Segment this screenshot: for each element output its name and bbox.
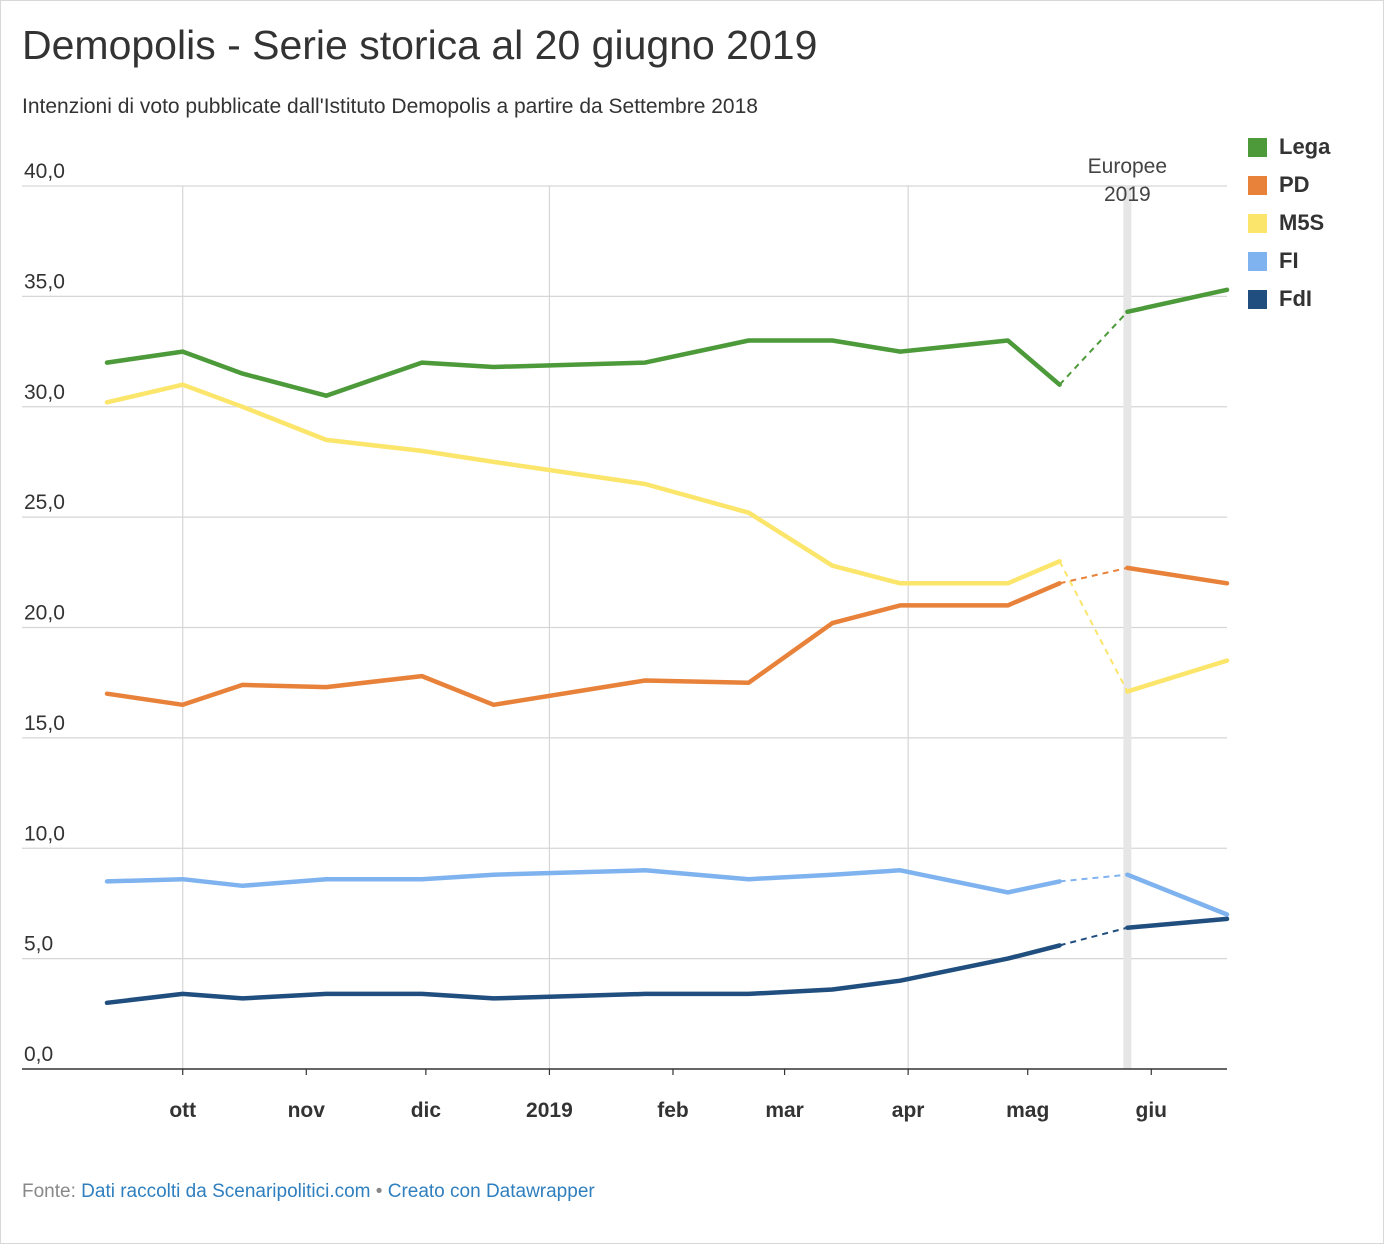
x-tick-label: mar xyxy=(765,1099,804,1122)
footer-separator: • xyxy=(375,1181,383,1202)
series-dashed-segment-m5s xyxy=(1058,560,1129,692)
footer-datawrapper-link[interactable]: Creato con Datawrapper xyxy=(387,1181,595,1202)
y-tick-label: 10,0 xyxy=(24,822,65,845)
series-line-post-fdi xyxy=(1125,916,1230,930)
y-tick-label: 5,0 xyxy=(24,933,53,956)
annotation-band xyxy=(1123,186,1132,1069)
x-tick-label: feb xyxy=(657,1099,689,1122)
footer-source-link[interactable]: Dati raccolti da Scenaripolitici.com xyxy=(81,1181,371,1202)
series-dashed-segment-lega xyxy=(1058,311,1129,386)
x-tick-label: mag xyxy=(1006,1099,1049,1122)
y-tick-label: 25,0 xyxy=(24,491,65,514)
y-tick-label: 30,0 xyxy=(24,381,65,404)
series-layer xyxy=(104,287,1230,1006)
series-line-post-fi xyxy=(1125,872,1230,917)
x-tick-label: dic xyxy=(411,1099,442,1122)
legend: Lega PD M5S FI FdI xyxy=(1248,128,1330,318)
legend-label-lega: Lega xyxy=(1279,134,1331,159)
y-tick-label: 0,0 xyxy=(24,1043,53,1066)
series-line-lega xyxy=(104,338,1062,398)
series-line-fi xyxy=(104,868,1062,895)
legend-label-m5s: M5S xyxy=(1279,210,1325,235)
legend-item-m5s[interactable]: M5S xyxy=(1248,204,1330,242)
series-line-m5s xyxy=(104,382,1062,586)
legend-item-lega[interactable]: Lega xyxy=(1248,128,1330,166)
series-line-post-lega xyxy=(1125,287,1230,315)
footer-source-prefix: Fonte: xyxy=(22,1181,76,1202)
series-line-post-pd xyxy=(1125,565,1230,586)
legend-swatch-m5s xyxy=(1248,213,1267,233)
chart-subtitle: Intenzioni di voto pubblicate dall'Istit… xyxy=(22,95,758,118)
x-tick-label: 2019 xyxy=(526,1099,573,1122)
grid-layer xyxy=(22,185,1227,1069)
y-tick-label: 20,0 xyxy=(24,602,65,625)
series-dashed-segment-pd xyxy=(1059,566,1128,585)
legend-item-pd[interactable]: PD xyxy=(1248,166,1330,204)
legend-item-fi[interactable]: FI xyxy=(1248,242,1330,280)
y-tick-label: 40,0 xyxy=(24,160,65,183)
legend-label-pd: PD xyxy=(1279,172,1310,197)
x-tick-label: ott xyxy=(169,1099,196,1122)
annotation-label-line2: 2019 xyxy=(1104,183,1151,206)
legend-label-fdi: FdI xyxy=(1279,286,1312,311)
axis-layer: 0,0 5,0 10,0 15,0 20,0 25,0 30,0 35,0 40,0 ott nov… xyxy=(22,160,1227,1122)
chart-title: Demopolis - Serie storica al 20 giugno 2… xyxy=(22,22,818,68)
series-line-pd xyxy=(104,581,1062,708)
legend-item-fdi[interactable]: FdI xyxy=(1248,280,1330,318)
annotation-label-line1: Europee xyxy=(1088,155,1167,178)
legend-swatch-fi xyxy=(1248,251,1267,271)
series-line-post-m5s xyxy=(1125,658,1230,694)
x-tick-label: giu xyxy=(1136,1099,1168,1122)
y-tick-label: 15,0 xyxy=(24,712,65,735)
x-tick-label: nov xyxy=(288,1099,326,1122)
legend-swatch-pd xyxy=(1248,175,1267,195)
series-dashed-segment-fi xyxy=(1059,873,1128,883)
y-tick-label: 35,0 xyxy=(24,270,65,293)
footer: Fonte: Dati raccolti da Scenaripolitici.… xyxy=(22,1181,595,1203)
annotation-layer: Europee 2019 xyxy=(1088,155,1167,1069)
series-line-fdi xyxy=(104,943,1062,1006)
x-tick-label: apr xyxy=(892,1099,925,1122)
legend-label-fi: FI xyxy=(1279,248,1299,273)
legend-swatch-lega xyxy=(1248,137,1267,157)
legend-swatch-fdi xyxy=(1248,289,1267,309)
series-dashed-segment-fdi xyxy=(1059,926,1128,947)
